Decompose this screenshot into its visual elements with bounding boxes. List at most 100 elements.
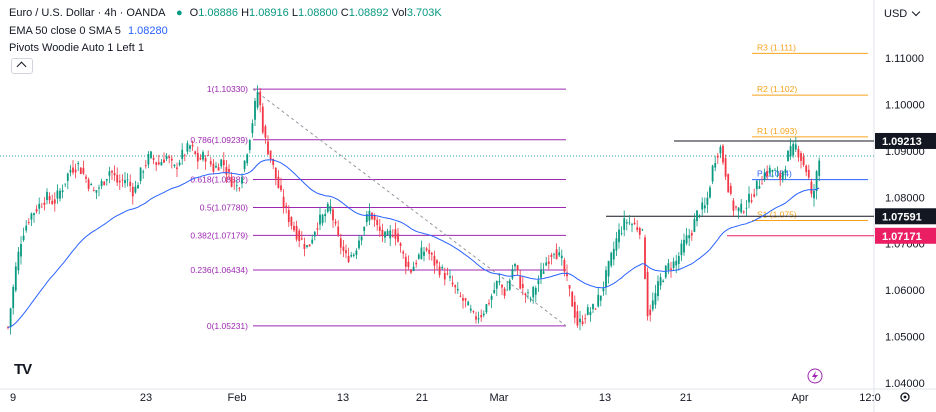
price-label-bg [875,208,936,225]
candle-body [646,271,649,317]
candle-body [90,183,93,186]
candle-body [17,251,20,271]
candle-body [251,123,254,134]
candle-59 [160,158,163,166]
time-tick-4: 21 [416,392,428,404]
candle-body [527,292,529,294]
candle-250 [657,275,659,301]
candle-169 [446,267,449,276]
candle-119 [316,222,319,236]
candle-body [805,165,808,173]
time-axis[interactable]: 9 23 Feb 13 21 Mar 13 21 Apr 12:0 [10,392,881,404]
candle-body [425,248,428,251]
candle-body [787,150,789,162]
candle-body [615,238,618,251]
currency-selector[interactable]: USD [884,7,921,20]
candle-236 [620,226,623,236]
candle-68 [183,153,186,162]
candle-body [46,191,48,201]
candle-body [618,229,620,243]
candle-body [649,309,652,316]
candle-body [735,206,737,208]
tradingview-logo[interactable]: TV [14,361,32,378]
candle-266 [698,214,701,219]
settings-gear-icon[interactable] [900,392,910,402]
candle-221 [581,315,584,326]
candle-72 [194,150,197,156]
candle-body [243,160,246,170]
candle-body [295,225,298,240]
candle-body [737,207,740,212]
candle-76 [204,155,207,170]
candle-body [209,161,212,165]
candle-285 [748,186,750,209]
candle-145 [384,230,386,243]
candle-133 [352,252,355,258]
candle-93 [248,139,251,154]
time-tick-9: 12:0 [859,392,880,404]
candle-235 [618,223,620,249]
candle-body [347,256,350,263]
price-label-2[interactable]: 1.07171 [875,227,936,244]
candle-195 [514,263,516,272]
candle-240 [631,222,633,233]
legend-ema[interactable]: EMA 50 close 0 SMA 5 1.08280 [9,25,168,37]
horizontal-lines[interactable] [0,140,874,237]
candle-body [529,298,532,300]
candle-body [651,300,654,310]
ema-indicator-label[interactable]: EMA 50 close 0 SMA 5 [9,25,121,37]
market-open-dot: ● [175,7,183,19]
candle-33 [92,186,95,192]
symbol-title[interactable]: Euro / U.S. Dollar · 4h · OANDA [9,7,165,19]
candle-body [482,313,485,316]
candle-body [186,143,189,152]
candle-body [586,307,589,315]
candle-body [272,158,275,165]
candle-body [644,237,646,279]
candle-132 [350,251,353,258]
candle-130 [345,244,347,259]
candle-309 [810,178,813,198]
collapse-legend-button[interactable] [11,58,33,74]
candle-131 [347,247,350,264]
legend-pivots[interactable]: Pivots Woodie Auto 1 Left 1 [9,42,144,54]
price-label-1[interactable]: 1.07591 [875,208,936,225]
candle-body [79,167,82,174]
candle-body [740,203,743,213]
candle-body [493,289,496,294]
candle-body [329,205,332,212]
candle-293 [768,164,771,176]
candle-140 [371,212,373,221]
candle-299 [784,165,787,180]
candle-body [597,294,600,307]
candle-body [779,173,782,180]
candle-body [560,255,563,259]
candle-body [540,269,542,278]
candle-161 [425,246,428,252]
candle-body [693,219,696,232]
candle-53 [144,160,147,169]
candle-body [69,169,72,173]
fibonacci-retracement[interactable]: 1(1.10330) 0.786(1.09239) 0.618(1.08382) 0.… [190,84,567,331]
candle-body [33,213,35,216]
candle-294 [771,169,774,178]
candle-body [800,153,802,161]
candle-209 [550,252,553,265]
price-label-0[interactable]: 1.09213 [875,132,936,149]
candle-body [495,280,498,289]
price-axis[interactable]: 1.110001.100001.090001.080001.070001.060… [875,53,936,390]
candle-210 [553,252,555,259]
candle-body [454,285,457,288]
candle-84 [225,160,228,183]
candle-144 [381,223,384,243]
candle-298 [781,170,784,183]
candle-body [111,170,113,173]
pivots-indicator-label[interactable]: Pivots Woodie Auto 1 Left 1 [9,42,144,54]
candle-31 [87,177,90,192]
candle-body [667,263,670,270]
candle-200 [527,289,529,299]
candle-27 [77,161,80,172]
candle-21 [61,184,64,199]
lightning-event-icon[interactable] [807,368,823,384]
